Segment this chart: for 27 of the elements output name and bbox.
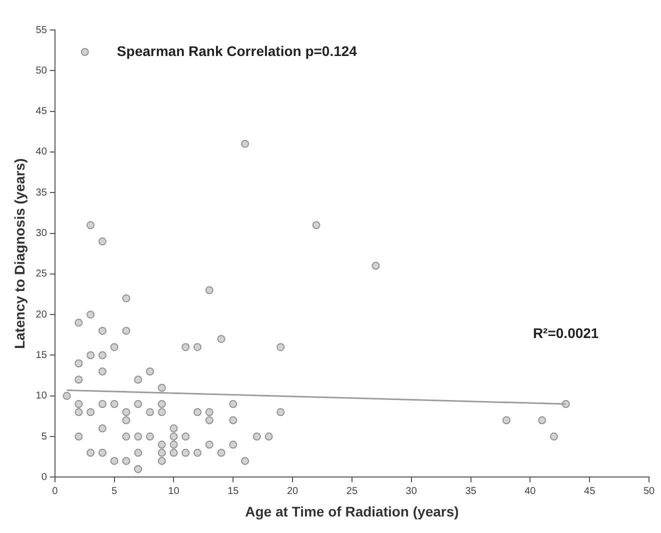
y-tick-label: 45: [36, 106, 48, 118]
y-tick-label: 55: [36, 24, 48, 36]
y-tick-label: 10: [36, 390, 48, 402]
x-tick-label: 40: [524, 486, 536, 497]
y-tick-label: 30: [36, 228, 48, 240]
x-tick-label: 50: [643, 486, 655, 497]
y-tick-label: 0: [41, 472, 48, 483]
annotation: R²=0.0021: [532, 324, 599, 341]
y-tick-label: 40: [36, 146, 48, 158]
y-tick-label: 15: [36, 350, 48, 361]
x-tick-label: 10: [168, 486, 180, 497]
x-axis-title: Age at Time of Radiation (years): [245, 503, 459, 520]
x-tick-label: 30: [406, 486, 418, 497]
y-tick-label: 25: [36, 268, 48, 280]
y-tick-label: 50: [36, 65, 48, 76]
legend-label: Spearman Rank Correlation p=0.124: [116, 42, 358, 59]
x-tick-label: 20: [286, 486, 299, 497]
x-tick-label: 5: [112, 486, 118, 497]
y-tick-label: 5: [41, 431, 48, 442]
x-tick-label: 35: [465, 486, 477, 497]
y-axis-title: Latency to Diagnosis (years): [11, 158, 28, 349]
x-tick-label: 15: [228, 486, 240, 497]
y-tick-label: 35: [36, 187, 48, 198]
x-tick-label: 45: [584, 486, 596, 497]
x-tick-label: 0: [52, 486, 58, 497]
x-tick-label: 25: [346, 486, 358, 497]
y-tick-label: 20: [36, 309, 48, 320]
